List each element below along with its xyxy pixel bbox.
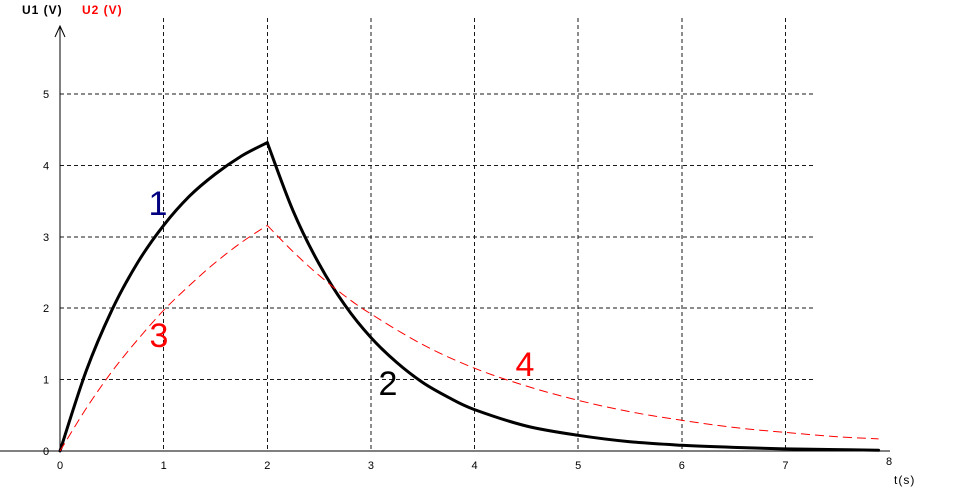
u2-data-point [188,284,191,287]
y-tick-label: 1 [43,375,49,387]
x-axis-label: t(s) [894,473,915,487]
u1-data-point [395,361,398,364]
u1-segment-line [265,141,881,452]
u2-data-point [628,410,631,413]
series-u1 [58,141,881,453]
u2-data-point [266,224,269,227]
y-tick-label: 5 [43,89,49,101]
x-tick-label: 5 [575,460,581,472]
u2-data-point [136,338,139,341]
u1-data-point [628,440,631,443]
u2-data-point [110,370,113,373]
y-axis-label-u2: U2 (V) [82,3,123,17]
u2-data-point [292,250,295,253]
u1-data-point [447,396,450,399]
u2-data-point [877,437,880,440]
y-tick-label: 2 [43,303,49,315]
u2-data-point [732,426,735,429]
y-tick-label: 3 [43,232,49,244]
u1-data-point [162,224,165,227]
u2-data-point [836,435,839,438]
u2-data-point [343,295,346,298]
u1-data-point [836,448,839,451]
u1-segment-label: 2 [379,365,398,403]
x-tick-label: 6 [679,460,685,472]
u2-segment-line [59,224,268,452]
u2-data-point [421,343,424,346]
u1-data-point [343,304,346,307]
u1-data-point [240,155,243,158]
u1-data-point [188,195,191,198]
u1-data-point [525,425,528,428]
u1-data-point [292,210,295,213]
u1-segment-label: 1 [149,185,168,223]
u1-data-point [784,447,787,450]
y-tick-label: 4 [43,160,49,172]
u1-data-point [136,261,139,264]
axes [0,24,890,452]
u2-data-point [214,261,217,264]
y-axis-arrowhead [54,24,66,38]
u2-data-point [577,399,580,402]
x-tick-labels: 0 1 2 3 4 5 6 7 8 [57,456,892,472]
u1-data-point [110,309,113,312]
u2-data-point [525,385,528,388]
u1-data-point [266,141,269,144]
u1-data-point [369,336,372,339]
x-tick-label: 2 [264,460,270,472]
u1-data-point [732,446,735,449]
u1-data-point [577,434,580,437]
u1-data-point [680,444,683,447]
x-tick-label: 4 [471,460,477,472]
y-tick-label: 0 [43,446,49,458]
u1-data-point [877,449,880,452]
u2-data-point [318,274,321,277]
u1-data-point [84,370,87,373]
u1-data-point [473,408,476,411]
x-tick-label: 8 [886,456,892,468]
u2-data-point [59,450,62,453]
u2-segment-label: 4 [516,346,535,384]
grid [60,18,815,451]
x-tick-label: 1 [161,460,167,472]
u1-data-point [318,262,321,265]
u2-data-point [162,309,165,312]
x-tick-label: 7 [782,460,788,472]
series-u2 [59,224,880,453]
x-tick-label: 0 [57,460,63,472]
segment-labels: 1 2 3 4 [149,185,535,403]
u2-data-point [84,407,87,410]
y-axis-label-u1: U1 (V) [22,3,63,17]
u2-segment-label: 3 [150,317,169,355]
u1-data-point [421,381,424,384]
u2-data-point [369,312,372,315]
series-layer [58,141,881,453]
u2-data-point [680,419,683,422]
u1-data-point [214,172,217,175]
u2-data-point [240,241,243,244]
x-tick-label: 3 [368,460,374,472]
u2-data-point [784,431,787,434]
u2-data-point [473,367,476,370]
y-tick-labels: 0 1 2 3 4 5 [43,89,49,458]
u2-segment-line [266,225,879,440]
u1-segment-line [58,141,269,453]
